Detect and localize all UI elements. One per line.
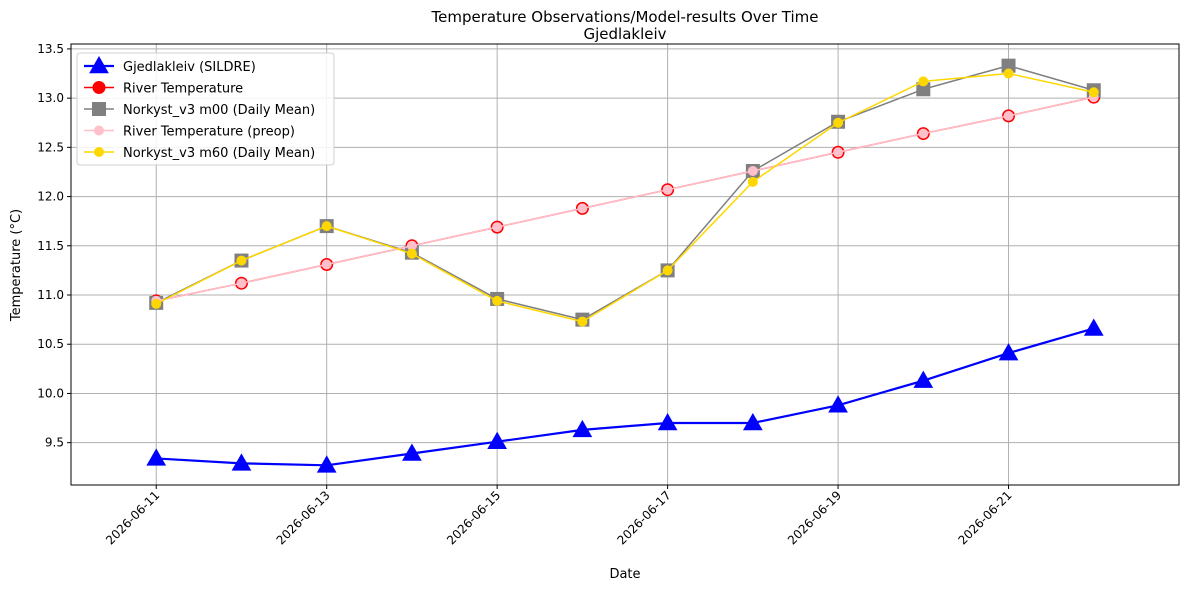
data-point-marker xyxy=(406,248,417,259)
y-tick-label: 9.5 xyxy=(45,436,64,450)
data-point-marker xyxy=(577,316,588,327)
series-line xyxy=(156,96,1094,302)
chart-title: Temperature Observations/Model-results O… xyxy=(430,8,818,26)
data-point-marker xyxy=(94,125,104,136)
data-point-marker xyxy=(1003,110,1014,121)
data-point-marker xyxy=(1083,318,1104,336)
y-tick-label: 12.0 xyxy=(37,190,64,204)
data-point-marker xyxy=(151,298,162,309)
data-point-marker xyxy=(662,265,673,276)
y-tick-label: 13.0 xyxy=(37,91,64,105)
series-line xyxy=(155,72,1094,323)
data-point-marker xyxy=(92,102,106,116)
data-point-marker xyxy=(998,343,1019,361)
series-line xyxy=(156,327,1095,467)
series-layer xyxy=(146,58,1104,473)
legend-box xyxy=(76,52,335,166)
data-point-marker xyxy=(89,55,109,74)
data-point-marker xyxy=(1088,87,1099,98)
data-point-marker xyxy=(236,255,247,266)
data-point-marker xyxy=(321,259,332,270)
y-tick-label: 10.5 xyxy=(37,337,64,351)
data-point-marker xyxy=(918,76,929,87)
y-tick-label: 10.0 xyxy=(37,386,64,400)
data-point-marker xyxy=(492,295,503,306)
y-tick-label: 13.5 xyxy=(37,42,64,56)
data-point-marker xyxy=(833,117,844,128)
legend-label: River Temperature (preop) xyxy=(123,125,295,140)
data-point-marker xyxy=(747,176,758,187)
plot-frame xyxy=(70,43,1180,486)
data-point-marker xyxy=(236,278,247,289)
chart-subtitle: Gjedlakleiv xyxy=(583,25,666,43)
data-point-marker xyxy=(657,412,678,431)
data-point-marker xyxy=(828,395,848,413)
legend-label: Gjedlakleiv (SILDRE) xyxy=(123,60,256,75)
data-point-marker xyxy=(316,455,337,473)
data-point-marker xyxy=(572,419,593,438)
data-point-marker xyxy=(662,184,673,195)
x-axis-label: Date xyxy=(609,567,640,582)
data-point-marker xyxy=(833,147,844,158)
series-4 xyxy=(151,68,1099,327)
data-point-marker xyxy=(747,165,758,176)
data-point-marker xyxy=(487,431,508,449)
y-tick-label: 11.0 xyxy=(37,288,64,302)
data-point-marker xyxy=(94,147,104,157)
data-point-marker xyxy=(742,412,763,431)
data-point-marker xyxy=(913,370,934,388)
legend: Gjedlakleiv (SILDRE) River Temperature Nor… xyxy=(76,52,335,166)
data-point-marker xyxy=(146,448,167,466)
data-point-marker xyxy=(918,128,929,139)
data-point-marker xyxy=(231,453,252,471)
y-axis-label: Temperature (°C) xyxy=(9,209,24,322)
y-tick-label: 11.5 xyxy=(37,239,64,253)
legend-label: River Temperature xyxy=(123,82,243,97)
data-point-marker xyxy=(92,81,106,94)
legend-label: Norkyst_v3 m00 (Daily Mean) xyxy=(123,103,315,118)
data-point-marker xyxy=(492,222,503,233)
data-point-marker xyxy=(1003,68,1014,79)
data-point-marker xyxy=(402,443,422,461)
legend-label: Norkyst_v3 m60 (Daily Mean) xyxy=(123,146,315,161)
series-0 xyxy=(146,318,1104,473)
data-point-marker xyxy=(577,203,588,214)
y-tick-label: 12.5 xyxy=(37,140,64,154)
data-point-marker xyxy=(321,221,332,232)
